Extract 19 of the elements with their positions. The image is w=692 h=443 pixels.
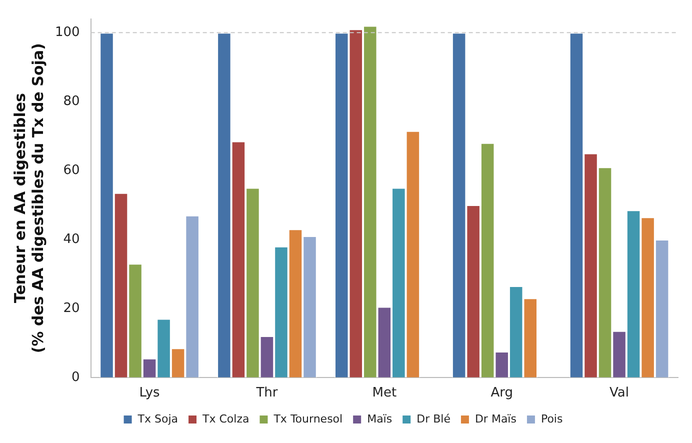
legend-label: Tx Colza [202,412,250,426]
y-tick-label: 60 [63,162,80,178]
y-tick-label: 20 [63,300,80,316]
x-tick-label: Lys [139,386,160,401]
y-tick-label: 0 [72,370,80,385]
legend-label: Tx Tournesol [272,412,343,426]
x-tick-label: Thr [255,386,278,401]
x-tick-label: Met [372,386,397,401]
x-tick-label: Arg [490,386,513,401]
legend-label: Dr Maïs [474,412,517,426]
x-tick-label: Val [610,386,630,401]
y-axis-title: Teneur en AA digestibles (% des AA digestibles du Tx de Soja) [10,43,47,354]
y-tick-label: 40 [63,232,80,247]
legend-label: Dr Blé [416,412,451,426]
y-tick-label: 80 [63,94,80,109]
y-tick-label: 100 [54,24,80,40]
legend-label: Tx Soja [136,412,178,426]
legend-label: Maïs [367,412,392,426]
legend-label: Pois [540,412,563,426]
